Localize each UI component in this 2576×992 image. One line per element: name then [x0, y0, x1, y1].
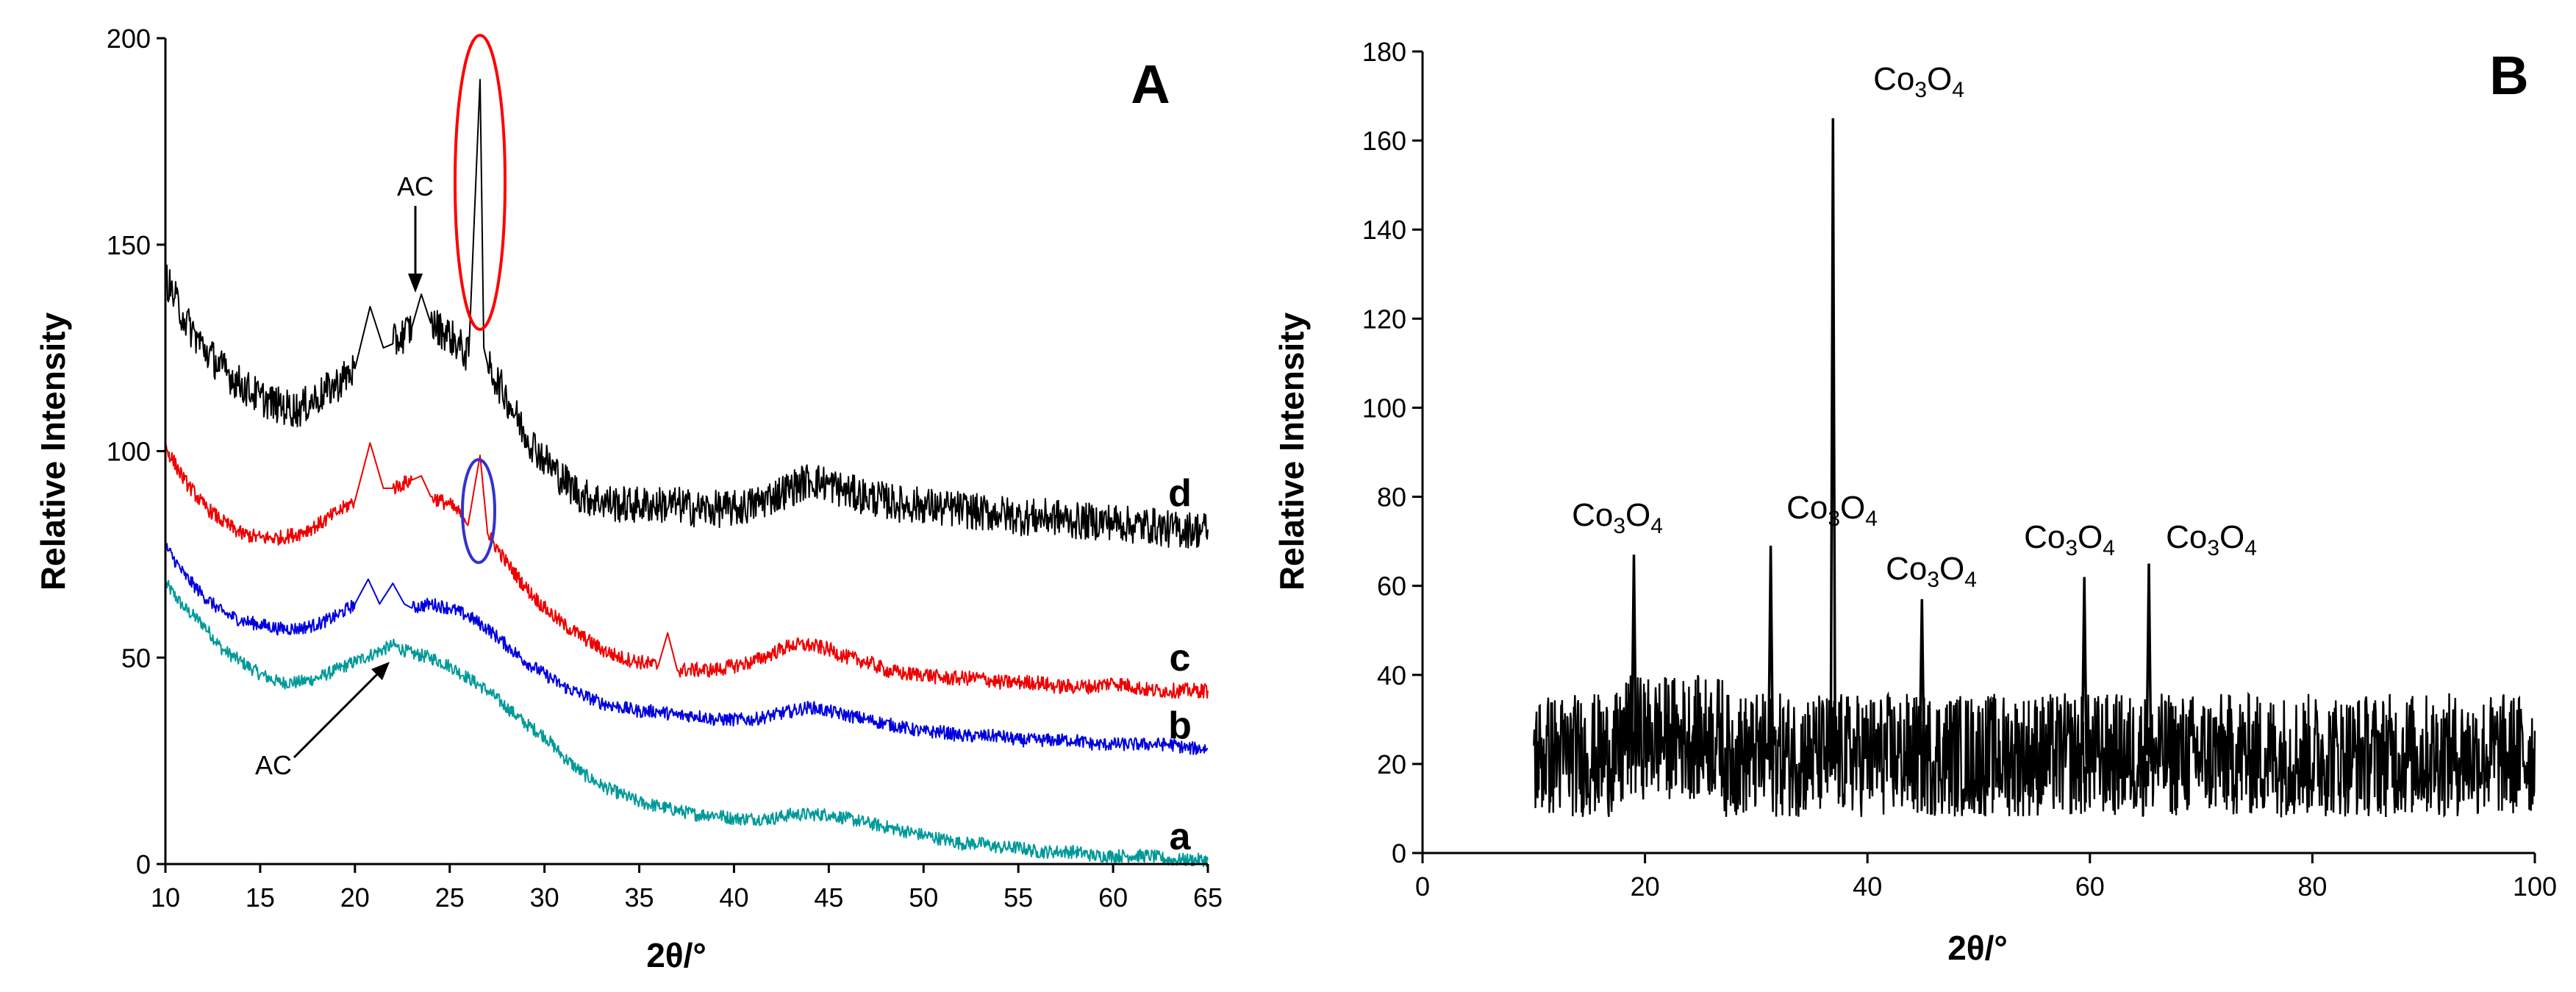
- series-line-b: [165, 543, 1209, 755]
- panel-b-x-tick-label: 60: [2075, 871, 2105, 902]
- panel-b-x-tick-label: 100: [2513, 871, 2557, 902]
- panel-a-x-label: 2θ/°: [646, 936, 706, 974]
- panel-b-y-tick-label: 120: [1362, 304, 1406, 334]
- panel-a-x-tick-label: 60: [1098, 882, 1128, 913]
- panel-a-x-tick-label: 25: [435, 882, 465, 913]
- peak-label-co3o4: Co3O4: [2024, 519, 2115, 560]
- peak-2: [1767, 546, 1775, 764]
- blue-ellipse-highlight: [461, 458, 496, 564]
- peak-5: [2081, 577, 2088, 764]
- peak-label-co3o4: Co3O4: [1786, 490, 1878, 531]
- ac-arrowhead-top: [408, 274, 423, 293]
- panel-a-y-ticks: 0 50 100 150 200: [107, 24, 165, 879]
- panel-b-y-tick-label: 40: [1377, 660, 1406, 691]
- series-line-a: [165, 579, 1209, 868]
- panel-a-x-tick-label: 30: [530, 882, 559, 913]
- panel-b-y-tick-label: 100: [1362, 393, 1406, 423]
- panel-b-x-ticks: 0 20 40 60 80 100: [1415, 853, 2557, 902]
- panel-a-x-tick-label: 50: [909, 882, 938, 913]
- ac-arrow-bottom: [293, 668, 384, 759]
- peak-6: [2145, 563, 2153, 764]
- panel-a-y-tick-label: 100: [107, 437, 151, 467]
- panel-a-x-tick-label: 10: [151, 882, 180, 913]
- panel-b-y-tick-label: 180: [1362, 37, 1406, 67]
- panel-b-y-tick-label: 20: [1377, 749, 1406, 779]
- panel-a-x-tick-label: 55: [1003, 882, 1033, 913]
- curve-label-b: b: [1168, 704, 1192, 747]
- panel-b-series: [1533, 118, 2536, 818]
- series-line-c: [165, 442, 1209, 699]
- panel-a-x-tick-label: 15: [246, 882, 275, 913]
- panel-b-y-tick-label: 160: [1362, 126, 1406, 156]
- panel-a-y-tick-label: 200: [107, 24, 151, 54]
- panel-a-y-tick-label: 150: [107, 230, 151, 260]
- peak-4: [1918, 599, 1926, 764]
- panel-b: 0 20 40 60 80 100 0 20 40 60 80 100 120 140 160 180 2θ…: [1273, 37, 2557, 967]
- panel-a-y-tick-label: 0: [136, 849, 151, 879]
- panel-b-x-tick-label: 20: [1631, 871, 1660, 902]
- red-ellipse-highlight: [454, 34, 507, 331]
- panel-b-y-tick-label: 60: [1377, 571, 1406, 602]
- panel-a-x-tick-label: 65: [1193, 882, 1223, 913]
- panel-b-y-ticks: 0 20 40 60 80 100 120 140 160 180: [1362, 37, 1423, 868]
- peak-label-co3o4: Co3O4: [1572, 497, 1663, 538]
- panel-a-x-tick-label: 20: [340, 882, 370, 913]
- ac-arrowhead-bottom: [371, 662, 390, 680]
- curve-label-c: c: [1170, 637, 1191, 679]
- panel-a-letter: A: [1131, 54, 1170, 115]
- panel-b-x-label: 2θ/°: [1947, 929, 2008, 967]
- panel-b-y-tick-label: 80: [1377, 482, 1406, 513]
- peak-label-co3o4: Co3O4: [1886, 551, 1977, 592]
- panel-b-y-tick-label: 140: [1362, 215, 1406, 245]
- curve-label-a: a: [1170, 816, 1192, 858]
- peak-1: [1630, 554, 1638, 764]
- panel-a-x-tick-label: 45: [814, 882, 843, 913]
- panel-a-x-tick-label: 35: [625, 882, 654, 913]
- panel-b-x-tick-label: 0: [1415, 871, 1430, 902]
- panel-a: 10 15 20 25 30 35 40 45 50 55 60 65 0 50 100 150 200 2θ…: [34, 24, 1223, 974]
- peak-label-co3o4: Co3O4: [2166, 519, 2257, 560]
- panel-a-series: [165, 79, 1209, 868]
- panel-b-x-tick-label: 80: [2297, 871, 2327, 902]
- peak-3: [1829, 118, 1837, 764]
- peak-label-co3o4: Co3O4: [1873, 61, 1964, 102]
- ac-annotation-top: AC: [397, 171, 434, 201]
- panel-a-y-tick-label: 50: [121, 643, 151, 673]
- panel-b-y-tick-label: 0: [1392, 838, 1406, 868]
- series-line-d: [165, 79, 1209, 549]
- panel-a-x-ticks: 10 15 20 25 30 35 40 45 50 55 60 65: [151, 864, 1223, 913]
- panel-b-x-tick-label: 40: [1853, 871, 1882, 902]
- curve-label-d: d: [1168, 472, 1192, 515]
- ac-annotation-bottom: AC: [255, 750, 292, 780]
- panel-a-x-tick-label: 40: [719, 882, 748, 913]
- panel-a-y-label: Relative Intensity: [34, 312, 72, 590]
- panel-b-letter: B: [2489, 45, 2528, 106]
- panel-b-y-label: Relative Intensity: [1273, 312, 1311, 590]
- panel-b-baseline: [1533, 674, 2536, 818]
